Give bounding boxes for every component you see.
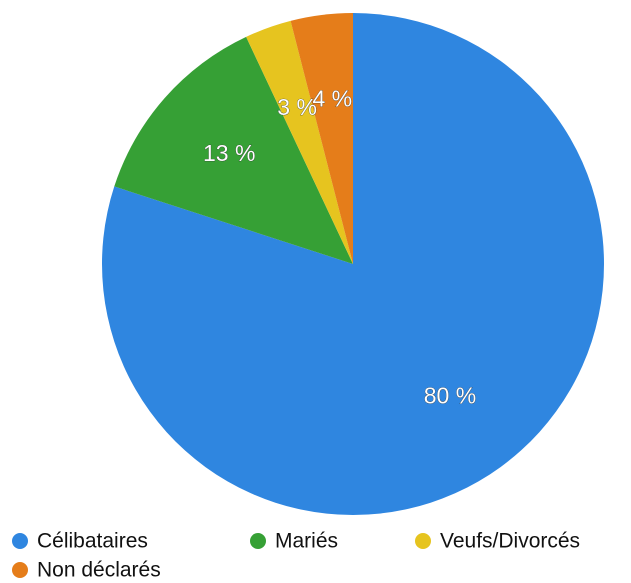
legend-swatch [12, 533, 28, 549]
legend-label: Veufs/Divorcés [440, 530, 580, 553]
legend-swatch [12, 562, 28, 578]
data-label: 13 % [203, 140, 255, 166]
legend-label: Célibataires [37, 530, 148, 553]
data-label: 80 % [424, 383, 476, 409]
data-label: 4 % [312, 85, 352, 111]
pie-slice [290, 13, 353, 264]
pie-slice [114, 36, 353, 264]
legend-label: Mariés [275, 530, 338, 553]
legend-swatch [250, 533, 266, 549]
pie-slice [246, 20, 353, 265]
data-label: 3 % [277, 94, 317, 120]
legend-label: Non déclarés [37, 559, 161, 582]
legend-swatch [415, 533, 431, 549]
